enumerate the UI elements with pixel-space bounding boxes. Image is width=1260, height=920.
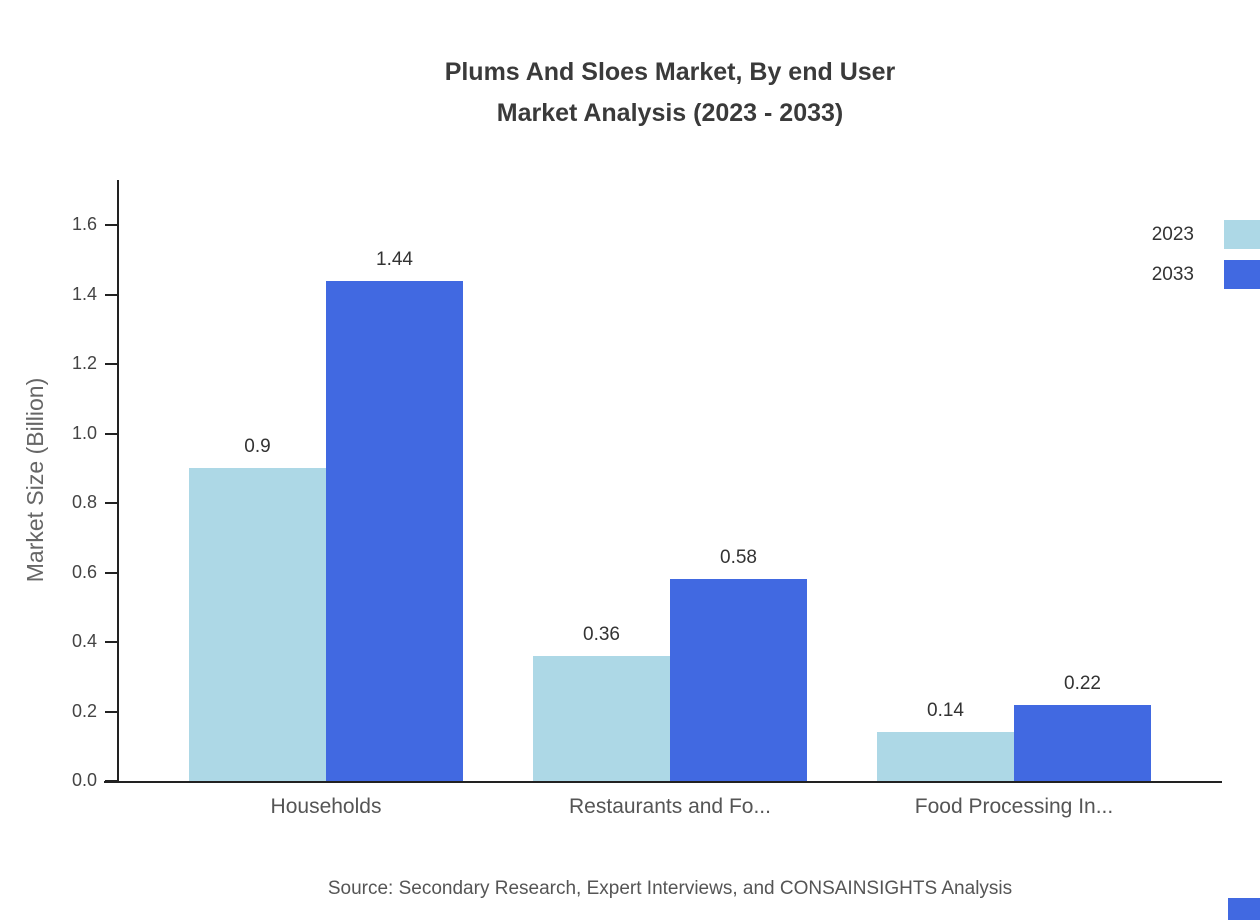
x-category-label: Food Processing In...	[914, 795, 1114, 818]
legend-item-2033: 2033	[1152, 260, 1260, 289]
bar-value-label: 0.9	[244, 436, 271, 458]
y-tick-label: 0.8	[71, 492, 97, 512]
y-tick-mark	[105, 293, 118, 296]
y-axis-line	[117, 180, 119, 783]
y-tick-mark	[105, 571, 118, 574]
legend-label: 2033	[1151, 263, 1194, 285]
bar-value-label: 0.14	[927, 700, 964, 722]
corner-logo-mark	[1228, 898, 1260, 920]
bar-2023-0	[189, 468, 326, 781]
bar-value-label: 0.36	[583, 623, 620, 645]
y-tick-label: 0.4	[71, 631, 97, 651]
y-tick-mark	[105, 780, 118, 782]
legend-swatch-icon	[1224, 260, 1260, 289]
bar-2033-2	[1014, 704, 1151, 781]
legend-swatch-icon	[1224, 220, 1260, 249]
y-tick-mark	[105, 502, 118, 504]
y-tick-label: 0.2	[71, 700, 97, 721]
chart-title: Plums And Sloes Market, By end User Mark…	[80, 52, 1260, 134]
y-tick-label: 0.6	[71, 561, 97, 582]
y-tick-mark	[105, 432, 118, 435]
bar-value-label: 0.22	[1064, 672, 1101, 694]
bar-2023-2	[877, 732, 1014, 781]
y-tick-mark	[105, 363, 118, 365]
y-tick-mark	[105, 710, 118, 713]
y-tick-mark	[105, 641, 118, 643]
bar-2033-1	[670, 579, 807, 781]
y-tick-mark	[105, 224, 118, 226]
legend-label: 2023	[1151, 223, 1194, 245]
y-tick-label: 1.4	[71, 283, 97, 304]
y-tick-label: 1.6	[71, 214, 97, 234]
chart-title-line1: Plums And Sloes Market, By end User	[444, 58, 896, 86]
legend: 2023 2033	[1152, 220, 1260, 289]
y-tick-label: 1.2	[71, 353, 97, 373]
y-axis-label: Market Size (Billion)	[22, 377, 48, 583]
source-note: Source: Secondary Research, Expert Inter…	[327, 878, 1013, 899]
y-tick-label: 0.0	[71, 770, 97, 790]
bar-value-label: 0.58	[720, 547, 757, 569]
x-axis-line	[104, 781, 1222, 783]
y-tick-label: 1.0	[71, 422, 97, 443]
chart-title-line2: Market Analysis (2023 - 2033)	[496, 99, 844, 127]
bar-2023-1	[533, 655, 670, 781]
bar-value-label: 1.44	[376, 248, 413, 270]
x-category-label: Restaurants and Fo...	[569, 795, 771, 818]
legend-item-2023: 2023	[1152, 220, 1260, 249]
bar-2033-0	[326, 280, 463, 781]
x-category-label: Households	[270, 795, 382, 818]
